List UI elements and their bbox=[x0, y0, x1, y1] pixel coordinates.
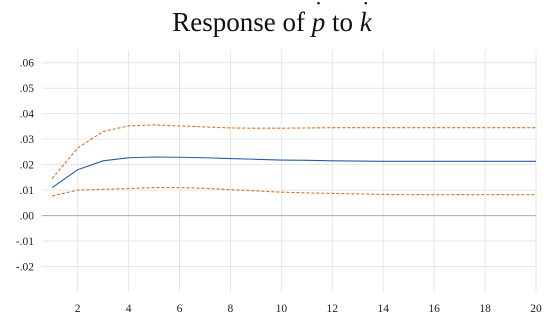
title-impulse-var-letter: k bbox=[359, 7, 372, 37]
x-tick-label: 18 bbox=[479, 303, 491, 315]
upper-confidence-band-line bbox=[51, 124, 536, 179]
y-tick-label: .01 bbox=[20, 185, 35, 197]
x-tick-label: 4 bbox=[126, 303, 132, 315]
x-tick-label: 16 bbox=[428, 303, 440, 315]
y-tick-labels: -.02 -.01 .00 .01 .02 .03 .04 .05 .06 bbox=[16, 58, 34, 274]
x-tick-label: 10 bbox=[276, 303, 288, 315]
title-response-var-dot: ˙ bbox=[314, 0, 323, 24]
y-tick-label: -.01 bbox=[16, 236, 34, 248]
title-response-var: p ˙ bbox=[311, 0, 326, 42]
grid bbox=[42, 50, 537, 292]
x-tick-label: 8 bbox=[228, 303, 234, 315]
chart-title: Response of p ˙ to k ˙ bbox=[0, 0, 544, 42]
title-response-var-letter: p bbox=[311, 7, 326, 37]
x-tick-labels: 2 4 6 8 10 12 14 16 18 20 bbox=[75, 303, 542, 315]
y-tick-label: .03 bbox=[20, 134, 35, 146]
y-tick-label: .02 bbox=[20, 160, 35, 172]
x-tick-label: 12 bbox=[327, 303, 339, 315]
series-group bbox=[51, 124, 536, 197]
x-tick-label: 20 bbox=[530, 303, 542, 315]
y-tick-label: .06 bbox=[20, 58, 35, 70]
y-tick-label: .00 bbox=[20, 211, 35, 223]
x-tick-label: 6 bbox=[177, 303, 183, 315]
title-impulse-var-dot: ˙ bbox=[361, 0, 370, 24]
y-tick-label: .05 bbox=[20, 83, 35, 95]
x-tick-label: 14 bbox=[377, 303, 389, 315]
impulse-response-line bbox=[51, 156, 536, 189]
y-tick-label: -.02 bbox=[16, 262, 34, 274]
title-impulse-var: k ˙ bbox=[359, 0, 372, 42]
x-tick-label: 2 bbox=[75, 303, 81, 315]
lower-confidence-band-line bbox=[52, 187, 536, 197]
title-middle: to bbox=[325, 7, 360, 37]
title-prefix: Response of bbox=[172, 7, 312, 37]
y-tick-label: .04 bbox=[20, 109, 35, 121]
